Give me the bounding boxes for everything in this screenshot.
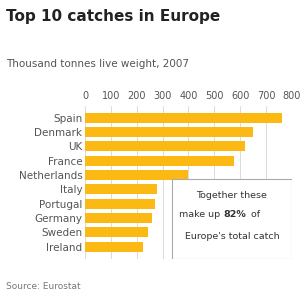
Bar: [85, 228, 148, 238]
Text: of: of: [248, 211, 261, 220]
Bar: [85, 184, 157, 194]
Bar: [85, 170, 188, 180]
Bar: [85, 156, 234, 166]
Bar: [85, 242, 143, 252]
Text: Top 10 catches in Europe: Top 10 catches in Europe: [6, 9, 220, 24]
Bar: [85, 141, 245, 151]
Bar: [85, 213, 152, 223]
Bar: [85, 199, 155, 209]
Text: Source: Eurostat: Source: Eurostat: [6, 282, 81, 291]
Text: make up: make up: [179, 211, 224, 220]
Text: 82%: 82%: [224, 211, 246, 220]
Text: Thousand tonnes live weight, 2007: Thousand tonnes live weight, 2007: [6, 59, 189, 69]
FancyBboxPatch shape: [172, 179, 292, 259]
Bar: [85, 127, 253, 137]
Text: Together these: Together these: [196, 191, 267, 200]
Bar: [85, 113, 282, 123]
Text: Europe's total catch: Europe's total catch: [185, 232, 279, 241]
